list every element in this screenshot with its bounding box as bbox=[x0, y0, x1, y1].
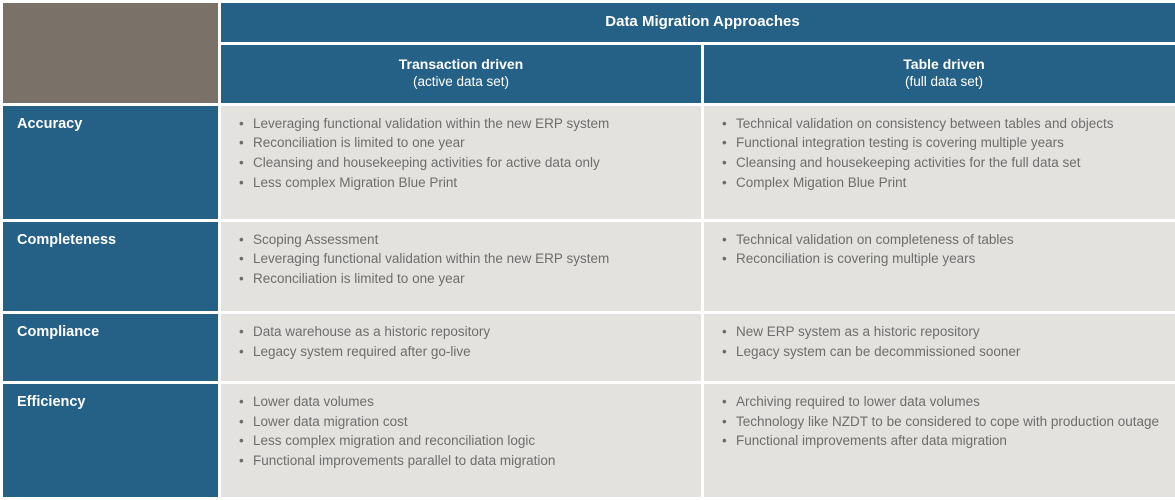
list-item: Technical validation on completeness of … bbox=[736, 230, 1166, 250]
list-item: Functional improvements parallel to data… bbox=[253, 451, 683, 471]
list-item: Data warehouse as a historic repository bbox=[253, 322, 683, 342]
list-item: Functional integration testing is coveri… bbox=[736, 133, 1166, 153]
list-item: Complex Migation Blue Print bbox=[736, 173, 1166, 193]
cell-accuracy-transaction: Leveraging functional validation within … bbox=[221, 106, 701, 219]
row-label-completeness: Completeness bbox=[3, 222, 218, 312]
cell-compliance-table: New ERP system as a historic repository … bbox=[704, 314, 1175, 381]
cell-compliance-transaction: Data warehouse as a historic repository … bbox=[221, 314, 701, 381]
table: Data Migration Approaches Transaction dr… bbox=[0, 0, 1175, 500]
list-item: Less complex Migration Blue Print bbox=[253, 173, 683, 193]
col-header-transaction: Transaction driven (active data set) bbox=[221, 45, 701, 103]
list-item: Leveraging functional validation within … bbox=[253, 249, 683, 269]
table-row: Efficiency Lower data volumes Lower data… bbox=[3, 384, 1175, 497]
header-row-1: Data Migration Approaches bbox=[3, 3, 1175, 42]
list-item: Less complex migration and reconciliatio… bbox=[253, 431, 683, 451]
cell-efficiency-transaction: Lower data volumes Lower data migration … bbox=[221, 384, 701, 497]
list-item: Legacy system can be decommissioned soon… bbox=[736, 342, 1166, 362]
comparison-table: Data Migration Approaches Transaction dr… bbox=[0, 0, 1175, 500]
list-item: New ERP system as a historic repository bbox=[736, 322, 1166, 342]
col-header-table: Table driven (full data set) bbox=[704, 45, 1175, 103]
list-item: Scoping Assessment bbox=[253, 230, 683, 250]
cell-efficiency-table: Archiving required to lower data volumes… bbox=[704, 384, 1175, 497]
list-item: Technical validation on consistency betw… bbox=[736, 114, 1166, 134]
table-row: Compliance Data warehouse as a historic … bbox=[3, 314, 1175, 381]
list-item: Reconciliation is limited to one year bbox=[253, 269, 683, 289]
row-label-compliance: Compliance bbox=[3, 314, 218, 381]
row-label-accuracy: Accuracy bbox=[3, 106, 218, 219]
table-title: Data Migration Approaches bbox=[221, 3, 1175, 42]
col-label: Table driven bbox=[903, 56, 984, 72]
list-item: Technology like NZDT to be considered to… bbox=[736, 412, 1166, 432]
row-label-efficiency: Efficiency bbox=[3, 384, 218, 497]
list-item: Lower data migration cost bbox=[253, 412, 683, 432]
corner-cell bbox=[3, 3, 218, 103]
list-item: Legacy system required after go-live bbox=[253, 342, 683, 362]
list-item: Archiving required to lower data volumes bbox=[736, 392, 1166, 412]
list-item: Lower data volumes bbox=[253, 392, 683, 412]
list-item: Reconciliation is limited to one year bbox=[253, 133, 683, 153]
col-sublabel: (full data set) bbox=[712, 73, 1175, 91]
list-item: Leveraging functional validation within … bbox=[253, 114, 683, 134]
table-row: Completeness Scoping Assessment Leveragi… bbox=[3, 222, 1175, 312]
cell-completeness-table: Technical validation on completeness of … bbox=[704, 222, 1175, 312]
col-label: Transaction driven bbox=[399, 56, 523, 72]
table-row: Accuracy Leveraging functional validatio… bbox=[3, 106, 1175, 219]
cell-completeness-transaction: Scoping Assessment Leveraging functional… bbox=[221, 222, 701, 312]
list-item: Cleansing and housekeeping activities fo… bbox=[253, 153, 683, 173]
list-item: Functional improvements after data migra… bbox=[736, 431, 1166, 451]
col-sublabel: (active data set) bbox=[229, 73, 693, 91]
list-item: Reconciliation is covering multiple year… bbox=[736, 249, 1166, 269]
cell-accuracy-table: Technical validation on consistency betw… bbox=[704, 106, 1175, 219]
list-item: Cleansing and housekeeping activities fo… bbox=[736, 153, 1166, 173]
